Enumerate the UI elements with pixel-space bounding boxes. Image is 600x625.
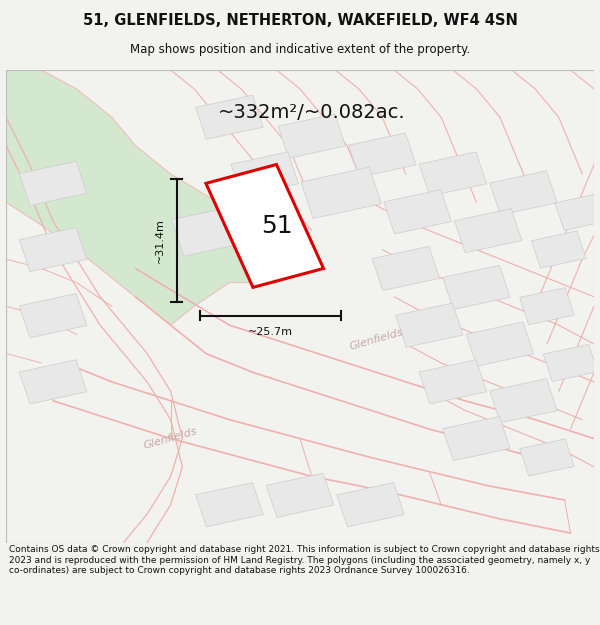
Polygon shape [196, 95, 263, 139]
Polygon shape [19, 294, 87, 338]
Polygon shape [337, 482, 404, 527]
Polygon shape [206, 164, 323, 288]
Polygon shape [172, 205, 252, 256]
Polygon shape [372, 246, 440, 291]
Text: ~332m²/~0.082ac.: ~332m²/~0.082ac. [218, 103, 406, 122]
Polygon shape [490, 171, 557, 215]
Text: ~31.4m: ~31.4m [155, 217, 165, 262]
Polygon shape [490, 379, 557, 423]
Text: Glenfields: Glenfields [143, 426, 199, 451]
Polygon shape [543, 344, 598, 381]
Polygon shape [466, 322, 533, 366]
Polygon shape [19, 228, 87, 272]
Text: Contains OS data © Crown copyright and database right 2021. This information is : Contains OS data © Crown copyright and d… [9, 546, 599, 575]
Polygon shape [196, 482, 263, 527]
Polygon shape [520, 439, 574, 476]
Polygon shape [231, 152, 298, 196]
Polygon shape [301, 168, 382, 219]
Polygon shape [266, 473, 334, 518]
Polygon shape [278, 114, 346, 158]
Polygon shape [532, 231, 586, 268]
Polygon shape [395, 303, 463, 348]
Polygon shape [454, 209, 522, 252]
Polygon shape [419, 152, 487, 196]
Text: Glenfields: Glenfields [349, 327, 404, 352]
Polygon shape [555, 193, 600, 231]
Polygon shape [19, 360, 87, 404]
Polygon shape [443, 416, 510, 461]
Text: 51: 51 [260, 214, 292, 238]
Polygon shape [6, 70, 288, 325]
Polygon shape [419, 360, 487, 404]
Polygon shape [384, 189, 451, 234]
Polygon shape [349, 133, 416, 177]
Text: 51, GLENFIELDS, NETHERTON, WAKEFIELD, WF4 4SN: 51, GLENFIELDS, NETHERTON, WAKEFIELD, WF… [83, 12, 517, 28]
Text: ~25.7m: ~25.7m [248, 328, 293, 338]
Text: Map shows position and indicative extent of the property.: Map shows position and indicative extent… [130, 43, 470, 56]
Polygon shape [520, 288, 574, 325]
Polygon shape [19, 161, 87, 206]
Polygon shape [443, 265, 510, 309]
